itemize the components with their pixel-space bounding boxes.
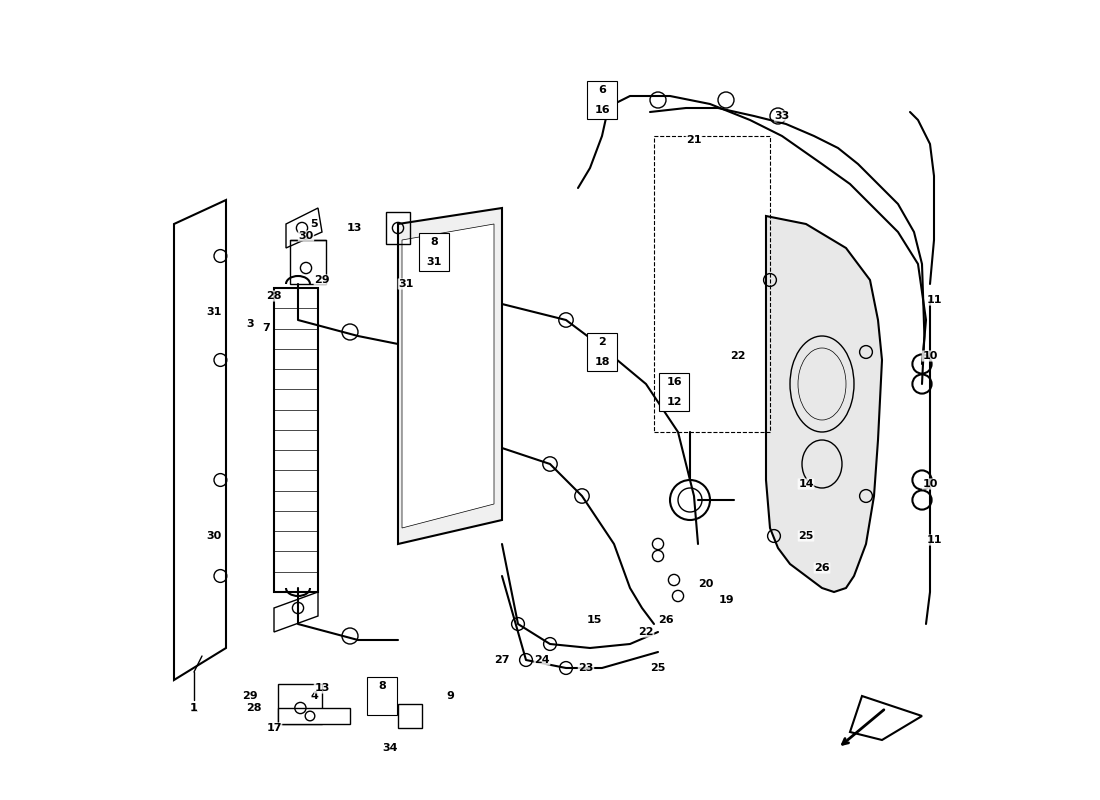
Text: 13: 13	[346, 223, 362, 233]
Text: 28: 28	[266, 291, 282, 301]
Bar	[278, 684, 322, 724]
Text: 1: 1	[190, 703, 198, 713]
Polygon shape	[274, 592, 318, 632]
Text: 22: 22	[730, 351, 746, 361]
Text: 9: 9	[447, 691, 454, 701]
FancyBboxPatch shape	[366, 677, 397, 715]
Polygon shape	[850, 696, 922, 740]
Text: 26: 26	[814, 563, 829, 573]
Text: 27: 27	[494, 655, 509, 665]
Text: 4: 4	[310, 691, 318, 701]
Text: 33: 33	[774, 111, 790, 121]
Text: 10: 10	[922, 479, 937, 489]
Text: 6: 6	[598, 86, 606, 95]
Text: 25: 25	[799, 531, 814, 541]
Text: 7: 7	[262, 323, 270, 333]
FancyBboxPatch shape	[419, 233, 449, 271]
Text: 11: 11	[926, 295, 942, 305]
Bar	[654, 136, 770, 432]
Polygon shape	[286, 208, 322, 248]
Bar	[398, 704, 422, 728]
FancyBboxPatch shape	[586, 333, 617, 371]
Text: 18: 18	[594, 357, 609, 366]
Bar	[274, 288, 318, 592]
Text: 10: 10	[922, 351, 937, 361]
Text: 30: 30	[298, 231, 314, 241]
Polygon shape	[174, 200, 226, 680]
Text: 14: 14	[799, 479, 814, 489]
Text: 11: 11	[926, 535, 942, 545]
Text: 29: 29	[315, 275, 330, 285]
Text: 2: 2	[598, 338, 606, 347]
Text: 12: 12	[667, 397, 682, 406]
FancyBboxPatch shape	[659, 373, 690, 411]
Text: 23: 23	[579, 663, 594, 673]
Text: 15: 15	[586, 615, 602, 625]
Polygon shape	[766, 216, 882, 592]
Text: 29: 29	[242, 691, 257, 701]
Text: 24: 24	[535, 655, 550, 665]
Polygon shape	[402, 224, 494, 528]
Text: 31: 31	[427, 257, 442, 266]
Text: 17: 17	[266, 723, 282, 733]
Text: 13: 13	[315, 683, 330, 693]
Polygon shape	[398, 208, 502, 544]
Text: 26: 26	[658, 615, 674, 625]
Text: 8: 8	[430, 238, 438, 247]
Text: 16: 16	[594, 105, 609, 114]
Text: 19: 19	[718, 595, 734, 605]
Polygon shape	[278, 708, 350, 724]
Text: 1: 1	[189, 702, 198, 714]
Text: 31: 31	[207, 307, 222, 317]
Text: 3: 3	[246, 319, 254, 329]
Text: 8: 8	[378, 682, 386, 691]
Text: 16: 16	[667, 378, 682, 387]
FancyBboxPatch shape	[586, 81, 617, 119]
Text: 22: 22	[638, 627, 653, 637]
Text: 25: 25	[650, 663, 666, 673]
Text: 30: 30	[207, 531, 221, 541]
Bar	[386, 212, 410, 244]
Text: 5: 5	[310, 219, 318, 229]
Text: 31: 31	[398, 279, 414, 289]
Text: 21: 21	[686, 135, 702, 145]
Text: 34: 34	[383, 743, 398, 753]
Text: 28: 28	[246, 703, 262, 713]
Bar	[290, 240, 326, 284]
Text: 20: 20	[698, 579, 714, 589]
